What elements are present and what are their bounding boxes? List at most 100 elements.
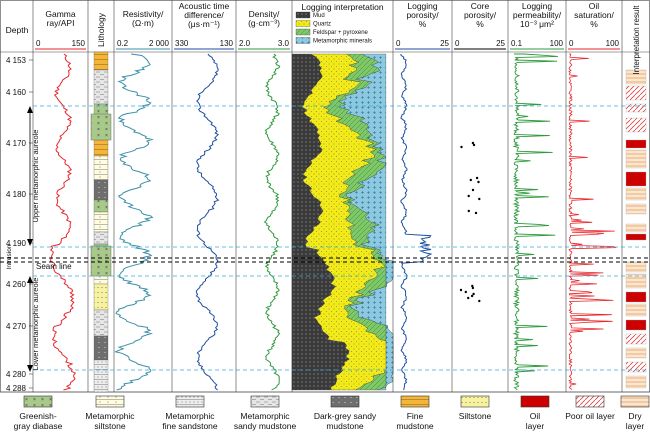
legend-swatch-oil: [520, 395, 550, 408]
legend-label: Dark-grey sandy: [314, 411, 377, 421]
legend-label: Oil: [530, 411, 541, 421]
density-curve: [263, 53, 281, 391]
interpretation-result-bed: [625, 149, 647, 169]
track-title-oil: saturation/: [574, 10, 614, 20]
lower-zone-label: Lower metamorphic aureole: [31, 278, 40, 371]
legend-label: siltstone: [94, 421, 125, 431]
track-title-gr: ray/API: [47, 18, 75, 28]
legend-label: Fine: [407, 411, 424, 421]
track-max-core: 25: [496, 39, 505, 48]
track-max-res: 2 000: [149, 39, 170, 48]
core-porosity-point: [467, 209, 470, 213]
legend-label: sandy mudstone: [234, 421, 297, 431]
seam-line-label: Seam line: [36, 262, 72, 271]
depth-tick-label: 4 190: [6, 239, 27, 248]
core-porosity-point: [471, 141, 475, 145]
interpretation-result-bed: [625, 223, 647, 233]
track-title-den: Density/: [249, 9, 280, 19]
core-porosity-point: [472, 143, 476, 147]
intrusion-zone-label: Intrusion: [6, 244, 13, 269]
lithology-bed: [93, 51, 109, 71]
track-title-gr: Gamma: [45, 9, 76, 19]
interp-legend-swatch: [295, 28, 311, 36]
lithology-bed: [93, 335, 109, 361]
track-title-perm: 10⁻³ μm²: [520, 19, 554, 29]
interpretation-result-bed: [625, 171, 647, 187]
track-title-por: porosity/: [406, 10, 439, 20]
depth-tick-label: 4 288: [6, 384, 27, 393]
track-title-lithology: Lithology: [96, 12, 106, 47]
track-title-perm: Logging: [522, 1, 553, 11]
interpretation-result-bed: [625, 361, 647, 373]
legend-swatch-msmud: [250, 395, 280, 408]
interpretation-result-bed: [625, 291, 647, 303]
track-min-res: 0.2: [117, 39, 129, 48]
interp-metamorphic-area: [338, 53, 394, 391]
lithology-bed: [93, 179, 109, 201]
track-min-den: 2.0: [239, 39, 251, 48]
legend-label: mudstone: [326, 421, 364, 431]
core-porosity-point: [471, 284, 474, 288]
interpretation-result-bed: [625, 261, 647, 273]
oil-saturation-curve: [568, 53, 617, 390]
track-min-core: 0: [455, 39, 460, 48]
track-max-por: 25: [440, 39, 449, 48]
legend-label: Poor oil layer: [565, 411, 615, 421]
track-title-core: Core: [471, 1, 490, 11]
logging-porosity-curve: [400, 53, 433, 391]
lower-zone-arrow-head: [27, 365, 33, 372]
track-max-den: 3.0: [278, 39, 290, 48]
lower-zone-arrow-head: [27, 276, 33, 283]
lithology-bed: [93, 283, 109, 311]
core-porosity-point: [478, 197, 481, 201]
interp-legend-label: Feldspar + pyroxene: [313, 30, 369, 36]
interpretation-result-bed: [625, 303, 647, 317]
lithology-bed: [93, 309, 109, 337]
legend-label: layer: [526, 421, 545, 431]
interp-legend-label: Metamorphic minerals: [313, 39, 372, 45]
legend-swatch-msilt: [95, 395, 125, 408]
track-max-perm: 100: [550, 39, 564, 48]
track-title-core: porosity/: [464, 10, 497, 20]
lithology-bed: [93, 231, 109, 245]
track-title-den: (g·cm⁻³): [248, 18, 280, 28]
interpretation-result-bed: [625, 333, 647, 345]
legend-swatch-diabase: [23, 395, 53, 408]
lithology-bed: [93, 359, 109, 393]
depth-tick-label: 4 160: [6, 88, 27, 97]
track-max-gr: 150: [72, 39, 86, 48]
track-title-ac: difference/: [184, 10, 224, 20]
legend-swatch-fmud: [400, 395, 430, 408]
track-title-res: (Ω·m): [132, 18, 154, 28]
depth-tick-label: 4 180: [6, 190, 27, 199]
track-title-ac: (μs·m⁻¹): [188, 19, 220, 29]
legend-swatch-msand: [175, 395, 205, 408]
track-min-por: 0: [396, 39, 401, 48]
interpretation-result-bed: [625, 203, 647, 215]
lithology-diabase-bed: [90, 113, 112, 141]
permeability-curve: [512, 53, 558, 391]
track-min-ac: 330: [175, 39, 189, 48]
lithology-bed: [93, 211, 109, 233]
core-porosity-point: [478, 299, 481, 303]
interp-legend-swatch: [295, 37, 311, 44]
lithology-bed: [93, 139, 109, 157]
lithology-bed: [93, 155, 109, 181]
core-porosity-point: [472, 292, 475, 296]
interpretation-result-bed: [625, 117, 647, 133]
lithology-bed: [93, 69, 109, 105]
interpretation-result-bed: [625, 103, 647, 113]
lithology-bed: [93, 199, 109, 213]
upper-zone-arrow-head: [27, 239, 33, 246]
legend-label: layer: [626, 421, 645, 431]
interpretation-result-bed: [625, 69, 647, 85]
track-title-interpretation-result: Interpretation result: [632, 5, 641, 75]
lithology-diabase-bed: [90, 245, 112, 277]
core-porosity-point: [460, 145, 463, 149]
track-title-por: %: [419, 19, 427, 29]
interp-legend-swatch: [295, 11, 311, 19]
core-porosity-point: [464, 290, 467, 294]
legend-swatch-silt: [460, 395, 490, 408]
legend-label: gray diabase: [14, 421, 63, 431]
